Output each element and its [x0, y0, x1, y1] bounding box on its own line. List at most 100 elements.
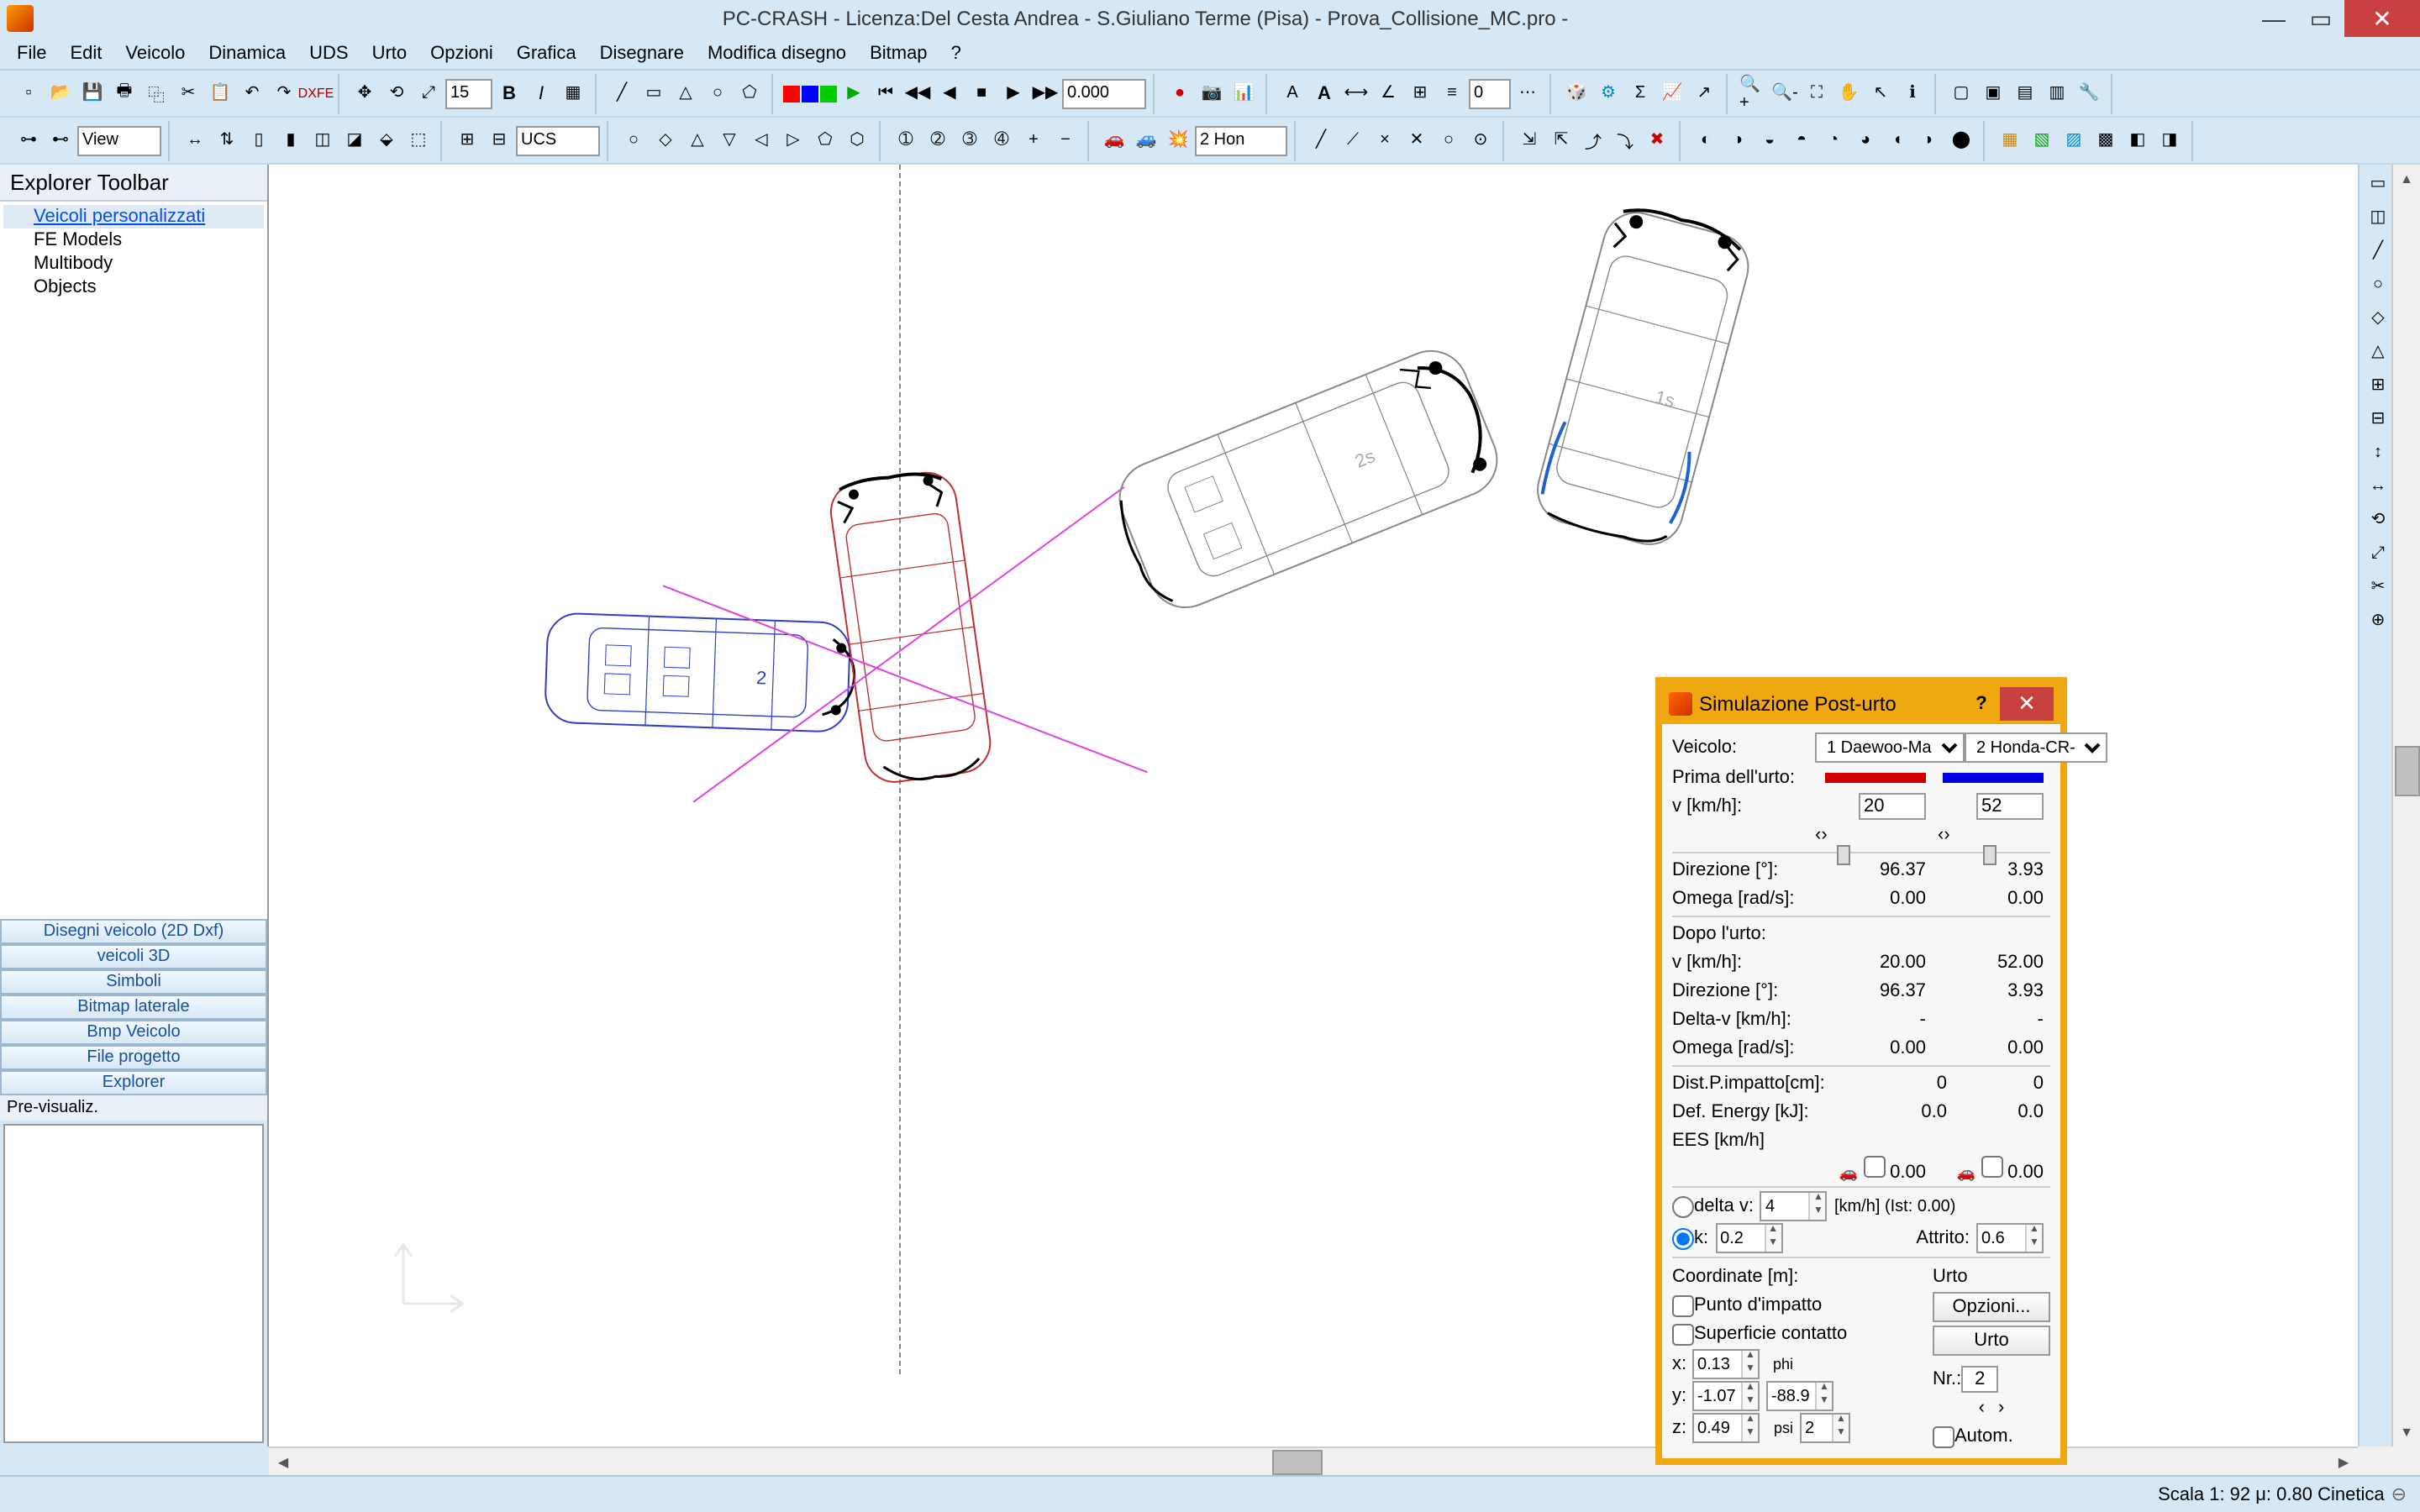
- tree-item[interactable]: Veicoli personalizzati: [3, 205, 264, 228]
- scroll-down-icon[interactable]: ▼: [2393, 1418, 2420, 1446]
- tab-progetto[interactable]: File progetto: [0, 1045, 267, 1070]
- tb-impact-icon[interactable]: 💥: [1163, 125, 1193, 155]
- tb-m2-icon[interactable]: ◑: [1723, 125, 1753, 155]
- tb-paste-icon[interactable]: 📋: [205, 78, 235, 108]
- tb-edit2-icon[interactable]: ⇱: [1546, 125, 1576, 155]
- rtb-9-icon[interactable]: ↕: [2363, 437, 2393, 467]
- superficie-check[interactable]: [1672, 1323, 1694, 1345]
- dialog-help-button[interactable]: ?: [1963, 694, 2000, 714]
- tb-redo-icon[interactable]: ↷: [269, 78, 299, 108]
- tb-vminus-icon[interactable]: −: [1050, 125, 1081, 155]
- tb-win6-icon[interactable]: ◨: [2154, 125, 2185, 155]
- tb-zoom-in-icon[interactable]: 🔍+: [1738, 78, 1768, 108]
- tb-move-icon[interactable]: ✥: [350, 78, 380, 108]
- rtb-11-icon[interactable]: ⟲: [2363, 504, 2393, 534]
- tb-chart-icon[interactable]: 📊: [1228, 78, 1259, 108]
- tb-edit4-icon[interactable]: ⤵: [1610, 125, 1640, 155]
- tb-camera-icon[interactable]: 📷: [1197, 78, 1227, 108]
- deltav-radio[interactable]: [1672, 1195, 1694, 1217]
- view-input[interactable]: [77, 125, 161, 155]
- rtb-13-icon[interactable]: ✂: [2363, 571, 2393, 601]
- autom-check[interactable]: [1933, 1425, 1954, 1447]
- tb-box1-icon[interactable]: ▢: [1946, 78, 1976, 108]
- tb-fwd-icon[interactable]: ▶▶: [1030, 78, 1060, 108]
- tb-bold-icon[interactable]: B: [494, 78, 524, 108]
- tb-shape1-icon[interactable]: ○: [618, 125, 649, 155]
- tb-sim-icon[interactable]: ⚙: [1593, 78, 1623, 108]
- rtb-6-icon[interactable]: △: [2363, 336, 2393, 366]
- tb-persp-icon[interactable]: ⬙: [371, 125, 402, 155]
- tb-win5-icon[interactable]: ◧: [2123, 125, 2153, 155]
- tb-win4-icon[interactable]: ▩: [2091, 125, 2121, 155]
- tb-win1-icon[interactable]: ▦: [1995, 125, 2025, 155]
- tb-opts-icon[interactable]: ⋯: [1512, 78, 1543, 108]
- tb-split-icon[interactable]: ⊷: [45, 125, 76, 155]
- scroll-left-icon[interactable]: ◀: [269, 1448, 297, 1477]
- tb-dim-icon[interactable]: ⟷: [1341, 78, 1371, 108]
- tb-new-icon[interactable]: ▫: [13, 78, 44, 108]
- tb-car-icon[interactable]: 🚗: [1099, 125, 1129, 155]
- tb-rewind-icon[interactable]: ⏮: [871, 78, 901, 108]
- tb-v2-icon[interactable]: ➁: [923, 125, 953, 155]
- tb-rect-icon[interactable]: ▭: [639, 78, 669, 108]
- tb-draw5-icon[interactable]: ○: [1434, 125, 1464, 155]
- tb-print-icon[interactable]: 🖶: [109, 78, 139, 108]
- menu-edit[interactable]: Edit: [60, 39, 112, 66]
- tb-export-icon[interactable]: ↗: [1689, 78, 1719, 108]
- tb-shape3-icon[interactable]: △: [682, 125, 713, 155]
- tb-shape4-icon[interactable]: ▽: [714, 125, 744, 155]
- tb-draw2-icon[interactable]: ⟋: [1338, 125, 1368, 155]
- tb-wcs-icon[interactable]: ⊞: [452, 125, 482, 155]
- tb-copy-icon[interactable]: ⿻: [141, 78, 171, 108]
- tb-record-icon[interactable]: ●: [1165, 78, 1195, 108]
- menu-file[interactable]: File: [7, 39, 56, 66]
- tb-shape8-icon[interactable]: ⬡: [842, 125, 872, 155]
- tb-v1-icon[interactable]: ➀: [891, 125, 921, 155]
- tb-ortho-icon[interactable]: ⬚: [403, 125, 434, 155]
- menu-opzioni[interactable]: Opzioni: [420, 39, 503, 66]
- tb-color2-icon[interactable]: [802, 85, 818, 102]
- tb-m4-icon[interactable]: ◓: [1786, 125, 1817, 155]
- menu-modifica[interactable]: Modifica disegno: [697, 39, 856, 66]
- tb-car2-icon[interactable]: 🚙: [1131, 125, 1161, 155]
- rtb-7-icon[interactable]: ⊞: [2363, 370, 2393, 400]
- tb-layer-icon[interactable]: ≡: [1437, 78, 1467, 108]
- nr-input[interactable]: [1961, 1366, 1998, 1393]
- tb-m7-icon[interactable]: ◖: [1882, 125, 1912, 155]
- rtb-10-icon[interactable]: ↔: [2363, 470, 2393, 501]
- ees1-check[interactable]: [1863, 1156, 1885, 1178]
- zero-input[interactable]: [1469, 78, 1511, 108]
- tb-edit1-icon[interactable]: ⇲: [1514, 125, 1544, 155]
- rtb-8-icon[interactable]: ⊟: [2363, 403, 2393, 433]
- rtb-5-icon[interactable]: ◇: [2363, 302, 2393, 333]
- menu-urto[interactable]: Urto: [362, 39, 418, 66]
- tb-draw1-icon[interactable]: ╱: [1306, 125, 1336, 155]
- ees2-check[interactable]: [1981, 1156, 2002, 1178]
- tb-win2-icon[interactable]: ▧: [2027, 125, 2057, 155]
- tb-3d-icon[interactable]: 🎲: [1561, 78, 1591, 108]
- tb-info-icon[interactable]: ℹ: [1897, 78, 1928, 108]
- tree-item[interactable]: FE Models: [3, 228, 264, 252]
- tb-step-fwd-icon[interactable]: ▶: [998, 78, 1028, 108]
- scroll-up-icon[interactable]: ▲: [2393, 165, 2420, 193]
- tb-win3-icon[interactable]: ▨: [2059, 125, 2089, 155]
- menu-disegnare[interactable]: Disegnare: [590, 39, 694, 66]
- tb-grid-icon[interactable]: ▦: [558, 78, 588, 108]
- menu-bitmap[interactable]: Bitmap: [860, 39, 938, 66]
- tb-color3-icon[interactable]: [820, 85, 837, 102]
- scroll-right-icon[interactable]: ▶: [2329, 1448, 2358, 1477]
- tab-bmp[interactable]: Bmp Veicolo: [0, 1020, 267, 1045]
- tb-circle-icon[interactable]: ○: [702, 78, 733, 108]
- tb-pan-icon[interactable]: ✋: [1833, 78, 1864, 108]
- tb-snap-icon[interactable]: ⊞: [1405, 78, 1435, 108]
- tb-box4-icon[interactable]: ▥: [2042, 78, 2072, 108]
- tb-shape2-icon[interactable]: ◇: [650, 125, 681, 155]
- tree-item[interactable]: Objects: [3, 276, 264, 299]
- tb-iso-icon[interactable]: ◪: [339, 125, 370, 155]
- tb-lcs-icon[interactable]: ⊟: [484, 125, 514, 155]
- y-input[interactable]: [1694, 1383, 1741, 1410]
- tb-open-icon[interactable]: 📂: [45, 78, 76, 108]
- tab-bitmap[interactable]: Bitmap laterale: [0, 995, 267, 1020]
- tb-m3-icon[interactable]: ◒: [1754, 125, 1785, 155]
- tb-save-icon[interactable]: 💾: [77, 78, 108, 108]
